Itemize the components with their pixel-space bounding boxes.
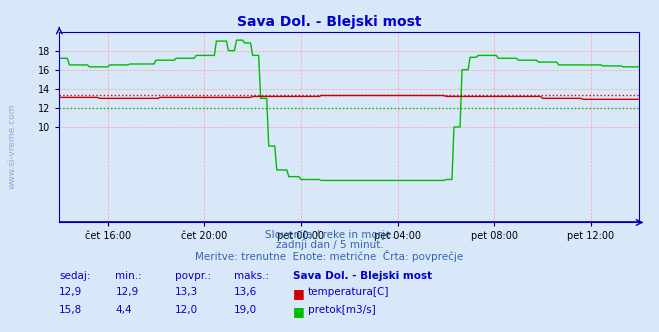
Text: Sava Dol. - Blejski most: Sava Dol. - Blejski most <box>293 271 432 281</box>
Text: sedaj:: sedaj: <box>59 271 91 281</box>
Text: 12,9: 12,9 <box>59 287 82 297</box>
Text: 13,3: 13,3 <box>175 287 198 297</box>
Text: 15,8: 15,8 <box>59 305 82 315</box>
Text: maks.:: maks.: <box>234 271 269 281</box>
Text: 19,0: 19,0 <box>234 305 257 315</box>
Text: pretok[m3/s]: pretok[m3/s] <box>308 305 376 315</box>
Text: ■: ■ <box>293 305 305 318</box>
Text: 12,9: 12,9 <box>115 287 138 297</box>
Text: min.:: min.: <box>115 271 142 281</box>
Text: Slovenija / reke in morje.: Slovenija / reke in morje. <box>264 230 395 240</box>
Text: www.si-vreme.com: www.si-vreme.com <box>8 103 17 189</box>
Text: temperatura[C]: temperatura[C] <box>308 287 389 297</box>
Text: 13,6: 13,6 <box>234 287 257 297</box>
Text: zadnji dan / 5 minut.: zadnji dan / 5 minut. <box>275 240 384 250</box>
Text: povpr.:: povpr.: <box>175 271 211 281</box>
Text: 12,0: 12,0 <box>175 305 198 315</box>
Text: 4,4: 4,4 <box>115 305 132 315</box>
Text: Sava Dol. - Blejski most: Sava Dol. - Blejski most <box>237 15 422 29</box>
Text: ■: ■ <box>293 287 305 300</box>
Text: Meritve: trenutne  Enote: metrične  Črta: povprečje: Meritve: trenutne Enote: metrične Črta: … <box>195 250 464 262</box>
